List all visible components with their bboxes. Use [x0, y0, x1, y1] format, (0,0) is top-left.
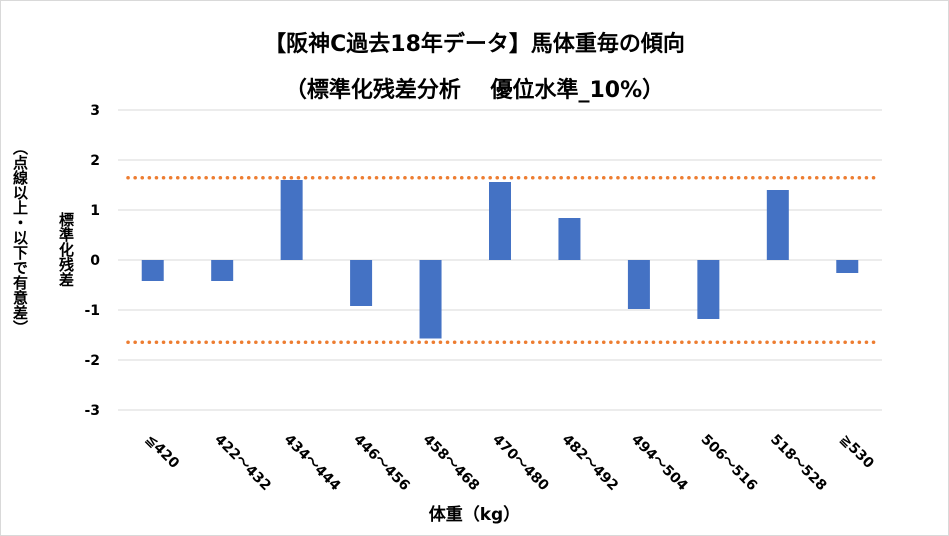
bar — [280, 180, 303, 260]
x-tick-label: 506～516 — [698, 432, 761, 495]
y-tick-label: -2 — [84, 353, 100, 369]
x-tick-label: 482～492 — [559, 432, 622, 495]
x-tick-label: ≧530 — [836, 432, 876, 472]
bar — [419, 260, 442, 339]
y-axis-note: （点線以上・以下で有意差） — [11, 140, 29, 335]
y-tick-label: -1 — [84, 303, 100, 319]
bar — [697, 260, 720, 319]
bar — [489, 182, 511, 260]
y-tick-label: 3 — [90, 103, 100, 119]
y-axis-label: 標準化残差 — [57, 212, 75, 287]
x-axis-label: 体重（kg） — [428, 505, 521, 525]
x-tick-label: 494～504 — [628, 432, 691, 495]
chart-subtitle: （標準化残差分析 優位水準_10%） — [284, 78, 665, 103]
bar — [141, 260, 164, 281]
y-tick-label: 1 — [90, 203, 100, 219]
x-tick-label: 518～528 — [767, 432, 830, 495]
bar — [836, 260, 859, 273]
bar — [627, 260, 650, 309]
chart-title: 【阪神C過去18年データ】馬体重毎の傾向 — [264, 32, 685, 57]
y-tick-label: 0 — [90, 253, 100, 269]
bar — [350, 260, 373, 306]
x-tick-label: 422～432 — [211, 432, 274, 495]
x-tick-label: 446～456 — [350, 432, 413, 495]
x-tick-label: 434～444 — [281, 432, 344, 495]
x-tick-label: ≦420 — [142, 432, 182, 472]
x-tick-label: 458～468 — [420, 432, 483, 495]
y-tick-label: 2 — [90, 153, 100, 169]
x-tick-label: 470～480 — [489, 432, 552, 495]
y-tick-label: -3 — [84, 403, 100, 419]
bar — [766, 190, 789, 260]
bar — [211, 260, 234, 281]
bar — [558, 218, 581, 260]
